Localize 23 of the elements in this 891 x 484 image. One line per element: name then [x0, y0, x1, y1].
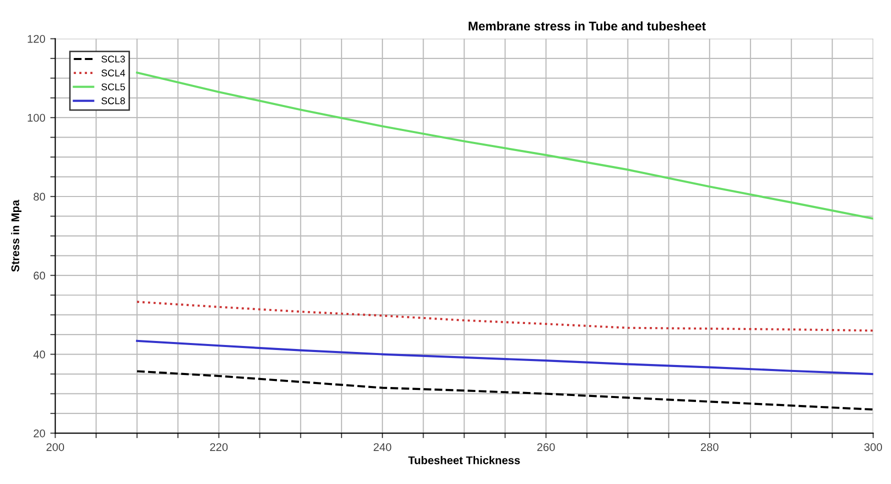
- x-tick-label: 300: [864, 443, 882, 452]
- legend-label: SCL8: [101, 97, 125, 104]
- legend-label: SCL4: [101, 70, 126, 76]
- y-tick-label: 120: [28, 34, 46, 43]
- y-tick-label: 60: [34, 272, 46, 280]
- x-tick-label: 200: [46, 443, 64, 452]
- y-tick-label: 80: [34, 192, 46, 201]
- line-series: [136, 72, 874, 220]
- x-axis-title: Tubesheet Thickness: [408, 456, 520, 464]
- y-tick-label: 20: [34, 429, 46, 438]
- line-series: [136, 300, 874, 332]
- y-tick-label: 40: [33, 350, 46, 358]
- x-tick-label: 240: [374, 443, 392, 452]
- legend-label: SCL3: [101, 56, 125, 62]
- x-tick-label: 280: [700, 443, 718, 452]
- y-axis-title: Stress in Mpa: [11, 200, 22, 272]
- x-tick-label: 260: [537, 443, 555, 452]
- legend-label: SCL5: [101, 83, 125, 90]
- line-series: [136, 340, 874, 376]
- line-series: [136, 370, 874, 411]
- x-tick-label: 220: [210, 443, 228, 452]
- y-tick-label: 100: [28, 114, 46, 122]
- chart-title: Membrane stress in Tube and tubesheet: [468, 21, 706, 31]
